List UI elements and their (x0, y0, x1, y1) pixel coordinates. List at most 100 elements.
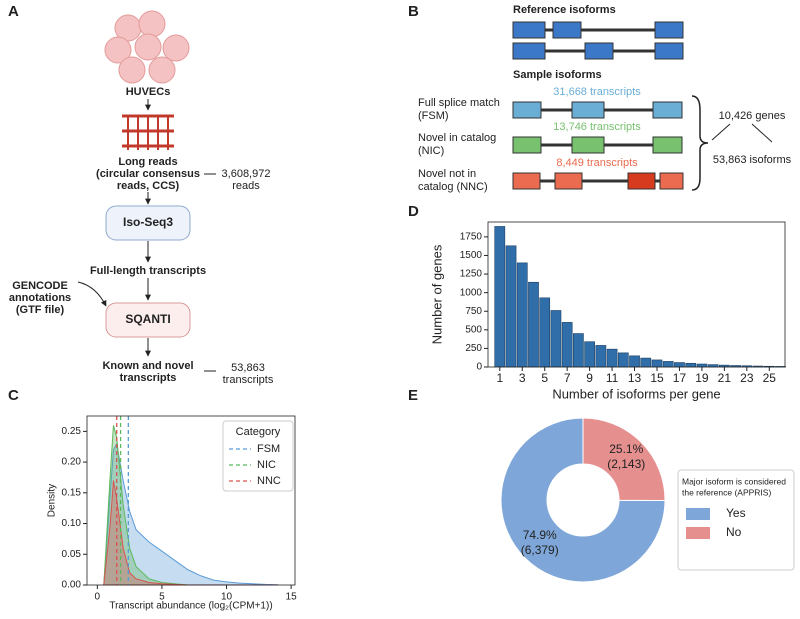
bar (629, 355, 640, 368)
y-tick-label: 0.05 (62, 549, 82, 560)
x-tick-label: 13 (628, 371, 642, 385)
x-tick-label: 17 (673, 371, 687, 385)
isoform-label: Novel not in (418, 168, 476, 180)
legend-label: FSM (257, 443, 280, 455)
legend-title: Major isoform is considered (682, 476, 786, 486)
isoform-count: 31,668 transcripts (553, 86, 641, 98)
x-tick-label: 7 (564, 371, 571, 385)
bar (617, 352, 629, 368)
isoform-count: 13,746 transcripts (553, 121, 641, 133)
bar (696, 363, 708, 368)
transcripts-count: 53,863 (231, 362, 265, 374)
arrow (77, 281, 107, 307)
value-label: 25.1% (609, 442, 643, 456)
legend-label: NIC (257, 459, 276, 471)
isoseq-label: Iso-Seq3 (123, 215, 173, 229)
exon (512, 172, 541, 190)
legend-box (677, 469, 795, 571)
sample-title: Sample isoforms (513, 69, 602, 81)
y-tick-label: 0.20 (62, 457, 82, 468)
x-tick-label: 0 (95, 592, 101, 603)
x-tick-label: 5 (159, 592, 165, 603)
value-label: 74.9% (523, 528, 557, 542)
density-area (103, 442, 279, 586)
known-novel-label: Known and novel (102, 360, 193, 372)
legend-label: NNC (257, 475, 281, 487)
exon (652, 136, 683, 154)
legend-label: No (726, 525, 742, 539)
bar (651, 359, 663, 368)
cells-label: HUVECs (126, 86, 171, 98)
x-tick-label: 23 (740, 371, 754, 385)
sqanti-box (105, 302, 191, 338)
reads-label: Long reads (118, 156, 177, 168)
reads-count: 3,608,972 (222, 168, 271, 180)
exon (512, 101, 542, 119)
x-tick-label: 3 (519, 371, 526, 385)
isoform-label: (NIC) (418, 145, 444, 157)
bar (606, 348, 618, 368)
x-axis-label: Number of isoforms per gene (552, 386, 720, 401)
sample-isoforms: Full splice match(FSM) 31,668 transcripts… (418, 86, 684, 193)
bar (494, 226, 506, 368)
y-tick-label: 1250 (460, 269, 483, 280)
panel-letter: A (8, 3, 19, 20)
isoform-label: Full splice match (418, 97, 500, 109)
reads-label: (circular consensus (96, 168, 200, 180)
panel-letter: C (8, 387, 19, 404)
exon (659, 172, 684, 190)
known-novel-label: transcripts (120, 372, 177, 384)
bar (640, 357, 652, 368)
legend-swatch (686, 508, 710, 520)
bar (662, 361, 674, 368)
count-label: (2,143) (607, 457, 645, 471)
genes-count: 10,426 genes (719, 110, 786, 122)
bar (505, 245, 517, 368)
panel-letter: D (408, 203, 419, 220)
reference-isoforms (512, 21, 684, 60)
connector (751, 123, 773, 143)
count-label: (6,379) (521, 543, 559, 557)
panel-letter: B (408, 3, 419, 20)
y-axis-label: Number of genes (429, 244, 444, 344)
pie-wedge (500, 417, 666, 583)
exon (571, 101, 605, 119)
panel-letter: E (408, 387, 418, 404)
legend-box (222, 420, 294, 492)
exon (571, 136, 605, 154)
exon (652, 101, 683, 119)
y-axis-label: Density (47, 484, 58, 517)
y-tick-label: 1000 (460, 287, 483, 298)
charts: C0.000.050.100.150.200.250 5 10 15Transcrip… (8, 203, 795, 612)
cells-icon (104, 10, 190, 84)
y-tick-label: 0.00 (62, 580, 82, 591)
bar (550, 310, 562, 368)
legend-title: the reference (APPRIS) (682, 487, 771, 497)
exon (554, 172, 583, 190)
pie-wedge (582, 417, 666, 502)
x-tick-label: 19 (695, 371, 709, 385)
gencode-label: (GTF file) (16, 304, 65, 316)
x-tick-label: 9 (586, 371, 593, 385)
bar (539, 297, 551, 368)
bar (674, 362, 685, 368)
reads-label: reads, CCS) (117, 180, 180, 192)
bar (528, 281, 539, 368)
exon (627, 172, 656, 190)
isoform-count: 8,449 transcripts (556, 157, 638, 169)
exon (512, 136, 542, 154)
brace (691, 95, 709, 191)
y-tick-label: 500 (465, 324, 482, 335)
gencode-label: annotations (9, 292, 71, 304)
y-tick-label: 0.25 (62, 426, 82, 437)
x-tick-label: 21 (718, 371, 732, 385)
plot-frame (487, 221, 786, 368)
gencode-label: GENCODE (12, 280, 68, 292)
x-tick-label: 10 (221, 592, 233, 603)
y-tick-label: 1750 (460, 232, 483, 243)
legend-title: Category (236, 426, 281, 438)
bar (685, 362, 697, 368)
isoseq-box (105, 205, 191, 241)
x-tick-label: 15 (286, 592, 298, 603)
